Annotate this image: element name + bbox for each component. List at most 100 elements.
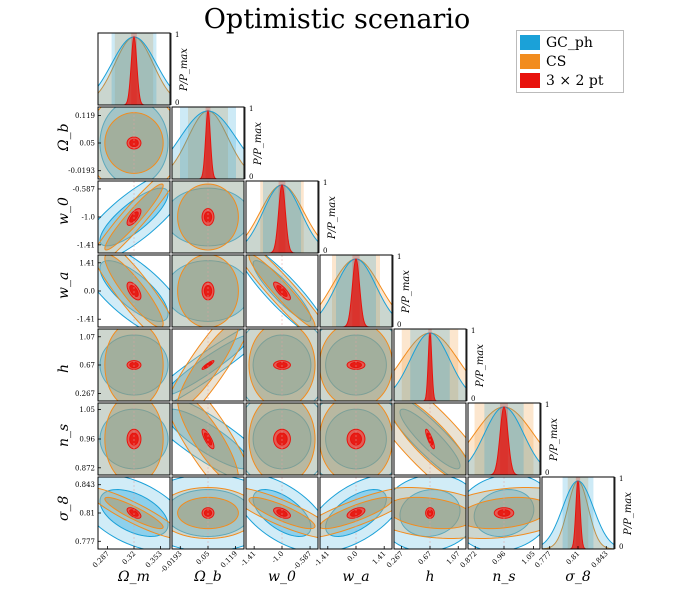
panel-content (246, 329, 318, 401)
diag-tick-0: 0 (397, 321, 401, 329)
xtick-label-2-0: -1.41 (239, 550, 257, 568)
diag-tick-0: 0 (175, 99, 179, 107)
panel-frame (171, 328, 245, 402)
ytick-label-3-0: -1.41 (77, 316, 95, 324)
diag-ylabel: P/P_max (623, 492, 634, 536)
panel-content (468, 477, 540, 549)
xtick-label-1-2: 0.119 (219, 550, 239, 570)
panel-content (98, 255, 170, 327)
posterior-3-2-pt-1 (172, 109, 244, 179)
panel-content (172, 181, 244, 253)
diag-tick-1: 1 (545, 401, 549, 409)
panel-frame (245, 328, 319, 402)
xtick-label-4-0: 0.267 (385, 550, 405, 570)
ytick-label-5-1: 0.96 (79, 436, 95, 444)
ylabel-5: n_s (56, 424, 72, 447)
panel-6-3: -1.41 0.0 1.41w_a (313, 476, 393, 585)
figure-title: Optimistic scenario (203, 4, 471, 35)
panel-content (172, 477, 244, 549)
panel-frame (97, 32, 171, 106)
legend-swatch-cs (520, 54, 540, 69)
diag-tick-1: 1 (249, 105, 253, 113)
xtick-label-1-0: -0.0193 (159, 550, 184, 575)
panel-frame (171, 106, 245, 180)
xtick-label-1-1: 0.05 (195, 550, 212, 567)
ytick-label-4-2: 1.07 (79, 333, 95, 341)
posterior-3-2-pt-3 (320, 258, 392, 327)
panel-content (98, 181, 170, 253)
panel-frame (171, 402, 245, 476)
xlabel-1: Ω_b (193, 569, 222, 585)
ytick-label-6-2: 0.843 (75, 481, 95, 489)
xtick-label-3-1: 0.0 (346, 550, 360, 564)
diag-tick-0: 0 (545, 469, 549, 477)
diag-ylabel: P/P_max (401, 270, 412, 314)
panel-frame (467, 402, 541, 476)
diag-tick-1: 1 (323, 179, 327, 187)
panel-content (172, 255, 244, 327)
diag-ylabel: P/P_max (549, 418, 560, 462)
panel-frame (319, 402, 393, 476)
diag-tick-1: 1 (619, 475, 623, 483)
panel-content (98, 403, 170, 475)
panel-content (394, 329, 466, 401)
ytick-label-4-1: 0.67 (79, 362, 95, 370)
panel-content (98, 107, 170, 179)
sigma-band-3-2-pt-3 (352, 255, 360, 327)
ytick-label-1-2: 0.119 (75, 112, 95, 120)
panel-content (394, 403, 466, 475)
panel-3-2 (245, 254, 319, 328)
diag-tick-0: 0 (249, 173, 253, 181)
posterior-3-2-pt-4 (394, 332, 466, 401)
panel-3-3: 1 0P/P_max (319, 253, 412, 329)
panel-6-4: 0.267 0.67 1.07h (385, 476, 467, 585)
panel-5-4 (393, 402, 467, 476)
panel-6-5: 0.872 0.96 1.05n_s (459, 476, 541, 585)
ylabel-1: Ω_b (56, 123, 72, 152)
panel-4-2 (245, 328, 319, 402)
diag-tick-1: 1 (175, 31, 179, 39)
panel-content (246, 477, 318, 549)
ytick-label-1-0: -0.0193 (68, 167, 95, 175)
ytick-label-3-1: 0.0 (84, 288, 95, 296)
panel-5-0: 0.872 0.96 1.05 n_s (56, 402, 171, 476)
panel-5-3 (319, 402, 393, 476)
legend-item-cs: CS (520, 52, 620, 71)
xtick-label-6-1: 0.81 (565, 550, 582, 567)
panel-content (542, 477, 614, 549)
legend-label-cs: CS (546, 53, 567, 70)
panel-5-2 (245, 402, 319, 476)
diag-ylabel: P/P_max (179, 48, 190, 92)
xlabel-5: n_s (492, 569, 515, 585)
xlabel-2: w_0 (268, 569, 296, 585)
panel-content (246, 403, 318, 475)
posterior-3-2-pt-5 (468, 406, 540, 475)
diag-ylabel: P/P_max (327, 196, 338, 240)
xtick-label-5-0: 0.872 (459, 550, 479, 570)
panel-content (172, 329, 244, 401)
panel-content (320, 255, 392, 327)
panel-frame (245, 402, 319, 476)
ytick-label-5-2: 1.05 (79, 406, 95, 414)
ytick-label-2-2: -0.587 (73, 185, 95, 193)
diag-tick-1: 1 (471, 327, 475, 335)
xlabel-4: h (425, 569, 434, 585)
posterior-3-2-pt-2 (246, 183, 318, 253)
panel-4-3 (319, 328, 393, 402)
legend-label-3x2pt: 3 × 2 pt (546, 72, 604, 89)
legend: GC_ph CS 3 × 2 pt (516, 30, 624, 93)
panel-1-1: 1 0P/P_max (171, 105, 264, 181)
panel-content (98, 33, 170, 105)
panel-frame (319, 254, 393, 328)
xlabel-0: Ω_m (117, 569, 150, 585)
ytick-label-6-1: 0.81 (79, 510, 95, 518)
panel-frame (245, 254, 319, 328)
panel-3-1 (171, 254, 245, 328)
panel-frame (319, 328, 393, 402)
panel-content (320, 329, 392, 401)
diag-tick-1: 1 (397, 253, 401, 261)
sigma-band-3-2-pt-6 (575, 477, 581, 549)
legend-swatch-3x2pt (520, 73, 540, 88)
